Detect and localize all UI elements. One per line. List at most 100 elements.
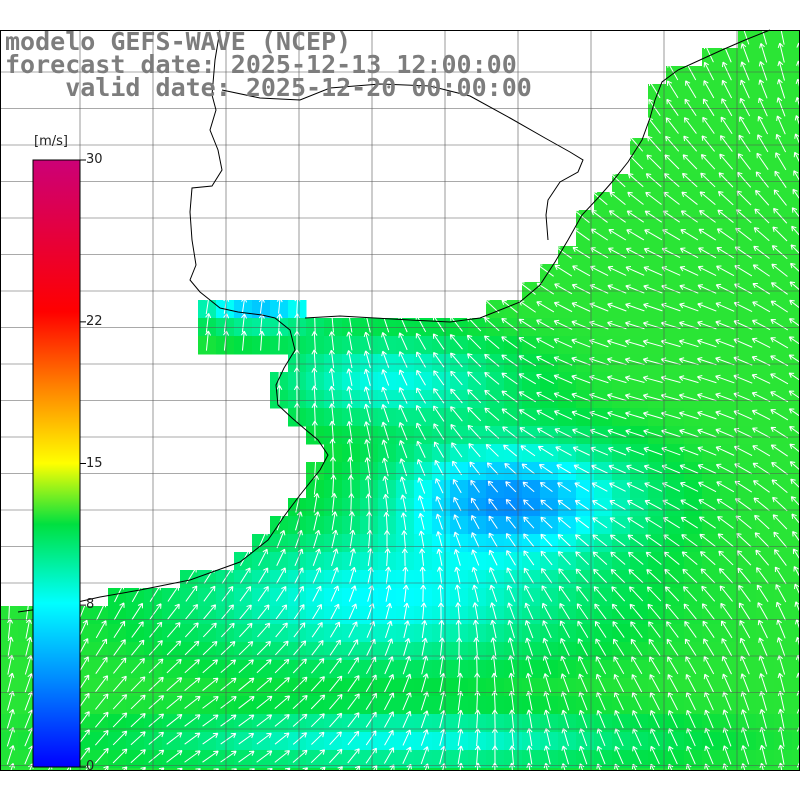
wind-arrow: [609, 500, 626, 510]
wind-arrow: [276, 297, 283, 314]
wind-arrow: [347, 712, 360, 728]
wind-arrow: [778, 708, 785, 729]
wind-cell: [792, 372, 800, 391]
wind-arrow: [703, 638, 715, 657]
wind-arrow: [519, 281, 536, 295]
wind-arrow: [381, 386, 390, 404]
wind-arrow: [790, 262, 800, 273]
wind-arrow: [223, 296, 230, 314]
wind-arrow: [643, 446, 663, 456]
wind-arrow: [643, 429, 663, 438]
wind-arrow: [381, 313, 390, 333]
wind-arrow: [644, 482, 663, 492]
wind-arrow: [184, 750, 201, 763]
wind-arrow: [25, 636, 33, 657]
wind-arrow: [772, 226, 788, 242]
wind-arrow: [665, 117, 679, 134]
wind-arrow: [484, 425, 500, 439]
wind-cell: [792, 588, 800, 607]
wind-arrow: [294, 313, 301, 333]
wind-arrow: [625, 446, 645, 456]
wind-arrow: [366, 638, 376, 656]
wind-arrow: [612, 621, 625, 638]
wind-arrow: [609, 534, 626, 547]
wind-arrow: [755, 549, 770, 566]
wind-arrow: [502, 426, 518, 439]
wind-arrow: [256, 714, 273, 727]
wind-arrow: [755, 189, 770, 206]
wind-arrow: [257, 604, 270, 620]
wind-arrow: [664, 154, 680, 170]
wind-arrow: [398, 387, 408, 404]
wind-arrow: [419, 548, 426, 566]
wind-arrow: [757, 134, 769, 153]
wind-arrow: [310, 676, 325, 692]
wind-arrow: [453, 531, 462, 548]
wind-arrow: [525, 672, 533, 693]
wind-arrow: [642, 375, 663, 383]
wind-arrow: [536, 409, 555, 421]
wind-arrow: [717, 533, 734, 548]
wind-arrow: [772, 496, 788, 512]
wind-arrow: [645, 173, 662, 188]
wind-arrow: [256, 695, 273, 709]
wind-arrow: [609, 482, 626, 492]
wind-arrow: [457, 728, 464, 746]
wind-arrow: [399, 458, 408, 477]
wind-arrow: [403, 620, 410, 639]
wind-arrow: [292, 658, 307, 674]
wind-arrow: [384, 620, 393, 638]
wind-cell: [792, 768, 800, 771]
wind-arrow: [607, 284, 627, 294]
wind-arrow: [770, 426, 789, 439]
wind-arrow: [679, 464, 699, 474]
map-title-forecast-date: forecast date: 2025-12-13 12:00:00: [5, 50, 517, 79]
wind-arrow: [738, 602, 751, 621]
wind-arrow: [400, 494, 407, 512]
wind-arrow: [703, 43, 714, 63]
wind-arrow: [507, 602, 516, 621]
wind-arrow: [385, 566, 392, 584]
wind-arrow: [467, 353, 482, 368]
wind-arrow: [488, 549, 498, 566]
wind-arrow: [437, 584, 444, 602]
wind-cell: [216, 768, 235, 771]
wind-cell: [324, 768, 343, 771]
wind-arrow: [328, 368, 335, 387]
wind-arrow: [258, 548, 268, 566]
wind-arrow: [591, 191, 608, 206]
wind-arrow: [312, 585, 322, 602]
wind-arrow: [257, 567, 269, 584]
wind-arrow: [331, 511, 338, 531]
coastline: [17, 29, 329, 613]
wind-arrow: [722, 709, 732, 729]
wind-arrow: [595, 638, 607, 657]
wind-arrow: [329, 420, 336, 441]
colorbar-tick-label: 8: [86, 597, 95, 613]
wind-arrow: [449, 315, 463, 332]
wind-arrow: [95, 638, 108, 657]
wind-arrow: [95, 620, 107, 639]
wind-arrow: [256, 640, 272, 656]
wind-arrow: [666, 638, 679, 657]
wind-arrow: [238, 677, 255, 691]
wind-arrow: [539, 481, 553, 493]
wind-arrow: [381, 332, 390, 351]
wind-arrow: [347, 657, 359, 674]
wind-arrow: [311, 621, 323, 638]
wind-arrow: [130, 749, 146, 764]
wind-arrow: [774, 170, 787, 188]
wind-arrow: [678, 357, 699, 366]
wind-arrow: [593, 586, 607, 602]
wind-arrow: [740, 43, 750, 63]
wind-arrow: [276, 330, 283, 351]
wind-arrow: [561, 763, 570, 783]
wind-arrow: [131, 602, 144, 620]
wind-arrow: [398, 313, 408, 333]
wind-arrow: [759, 690, 768, 711]
wind-arrow: [609, 191, 626, 205]
wind-arrow: [449, 334, 463, 350]
wind-arrow: [484, 353, 500, 367]
wind-arrow: [776, 637, 786, 657]
wind-arrow: [739, 97, 751, 117]
